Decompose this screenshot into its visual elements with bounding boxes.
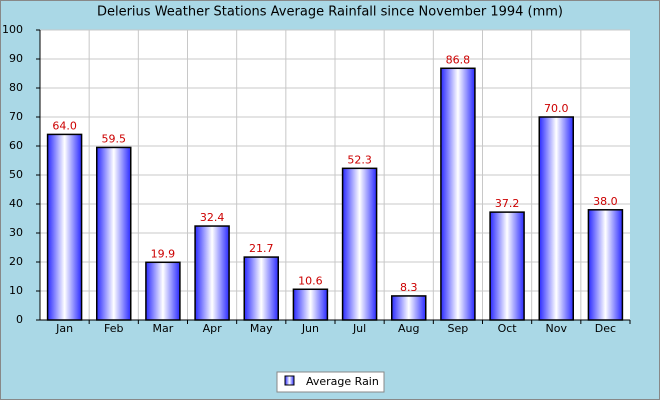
- bar: [145, 261, 181, 321]
- bar: [587, 209, 624, 321]
- bar: [194, 225, 230, 321]
- x-tick-label: Jul: [352, 322, 366, 335]
- legend-swatch: [284, 375, 295, 386]
- bar: [96, 146, 132, 321]
- y-tick-label: 20: [9, 255, 23, 268]
- y-tick-label: 40: [9, 197, 23, 210]
- y-tick-label: 100: [2, 23, 23, 36]
- y-tick-label: 90: [9, 52, 23, 65]
- bar: [341, 167, 378, 321]
- x-tick-label: Dec: [595, 322, 616, 335]
- x-tick-label: Jun: [301, 322, 319, 335]
- y-tick-label: 50: [9, 168, 23, 181]
- x-tick-label: Apr: [203, 322, 223, 335]
- bar: [292, 288, 329, 321]
- x-tick-label: Jan: [55, 322, 73, 335]
- x-tick-label: Nov: [546, 322, 568, 335]
- bar: [489, 211, 525, 321]
- value-label: 37.2: [495, 197, 520, 210]
- y-tick-label: 30: [9, 226, 23, 239]
- chart-title: Delerius Weather Stations Average Rainfa…: [97, 5, 563, 20]
- x-tick-label: Aug: [398, 322, 419, 335]
- bar: [440, 67, 476, 321]
- value-label: 70.0: [544, 102, 569, 115]
- y-tick-label: 80: [9, 81, 23, 94]
- x-tick-label: Sep: [448, 322, 469, 335]
- value-label: 21.7: [249, 242, 274, 255]
- value-label: 8.3: [400, 281, 418, 294]
- value-label: 32.4: [200, 211, 225, 224]
- bar: [391, 295, 427, 321]
- bar: [46, 133, 83, 321]
- value-label: 38.0: [593, 195, 618, 208]
- value-label: 59.5: [102, 132, 127, 145]
- legend-label: Average Rain: [306, 375, 379, 388]
- value-label: 86.8: [446, 53, 471, 66]
- x-tick-label: Oct: [498, 322, 518, 335]
- value-label: 64.0: [52, 119, 77, 132]
- legend-box: [276, 371, 385, 393]
- bar: [243, 256, 279, 321]
- y-tick-label: 0: [16, 313, 23, 326]
- y-tick-label: 10: [9, 284, 23, 297]
- value-label: 52.3: [347, 153, 372, 166]
- x-tick-label: May: [250, 322, 273, 335]
- y-tick-label: 60: [9, 139, 23, 152]
- value-label: 19.9: [151, 247, 176, 260]
- x-tick-label: Feb: [104, 322, 123, 335]
- bar: [538, 116, 574, 321]
- y-tick-label: 70: [9, 110, 23, 123]
- x-tick-label: Mar: [153, 322, 174, 335]
- value-label: 10.6: [298, 274, 323, 287]
